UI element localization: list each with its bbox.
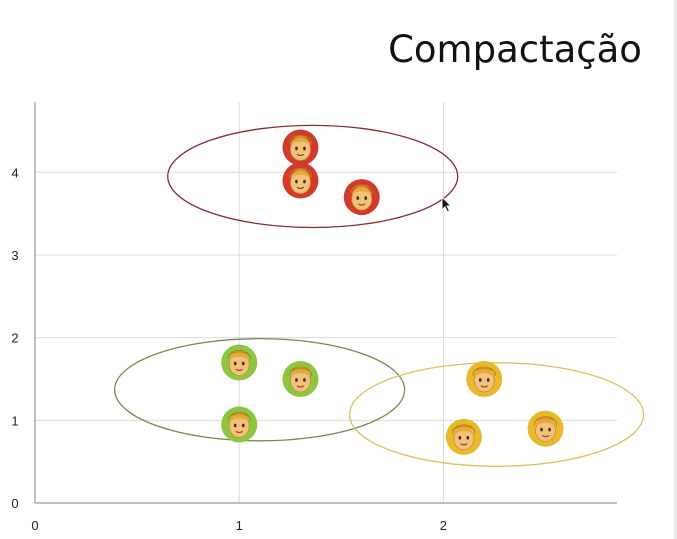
x-tick-label: 0 bbox=[31, 518, 38, 533]
cluster-2 bbox=[113, 338, 406, 443]
person-face-icon bbox=[445, 418, 482, 455]
y-tick-label: 1 bbox=[11, 413, 18, 428]
cluster-circle bbox=[113, 338, 406, 442]
x-tick-label: 2 bbox=[440, 518, 447, 533]
person-face-icon bbox=[282, 162, 319, 199]
x-tick-label: 1 bbox=[236, 518, 243, 533]
chart-grid bbox=[35, 102, 617, 503]
person-face-icon bbox=[221, 344, 258, 381]
cluster-circle bbox=[167, 124, 459, 229]
person-face-icon bbox=[282, 129, 319, 166]
person-face-icon bbox=[282, 360, 319, 397]
chart-tick-labels: 0 1 2 3 4 0 1 2 bbox=[11, 165, 447, 533]
person-face-icon bbox=[466, 360, 503, 397]
cluster-circle bbox=[348, 362, 645, 467]
y-tick-label: 0 bbox=[11, 496, 18, 511]
cluster-3 bbox=[348, 360, 645, 467]
y-tick-label: 3 bbox=[11, 248, 18, 263]
chart-clusters bbox=[113, 124, 645, 467]
cluster-1 bbox=[167, 124, 459, 229]
y-tick-label: 2 bbox=[11, 331, 18, 346]
frame-edge bbox=[674, 0, 677, 539]
person-face-icon bbox=[221, 406, 258, 443]
person-face-icon bbox=[343, 179, 380, 216]
mouse-cursor-icon bbox=[441, 196, 453, 213]
person-face-icon bbox=[527, 410, 564, 447]
y-tick-label: 4 bbox=[11, 165, 18, 180]
slide-title: Compactação bbox=[388, 28, 642, 71]
chart-axes bbox=[34, 102, 617, 504]
